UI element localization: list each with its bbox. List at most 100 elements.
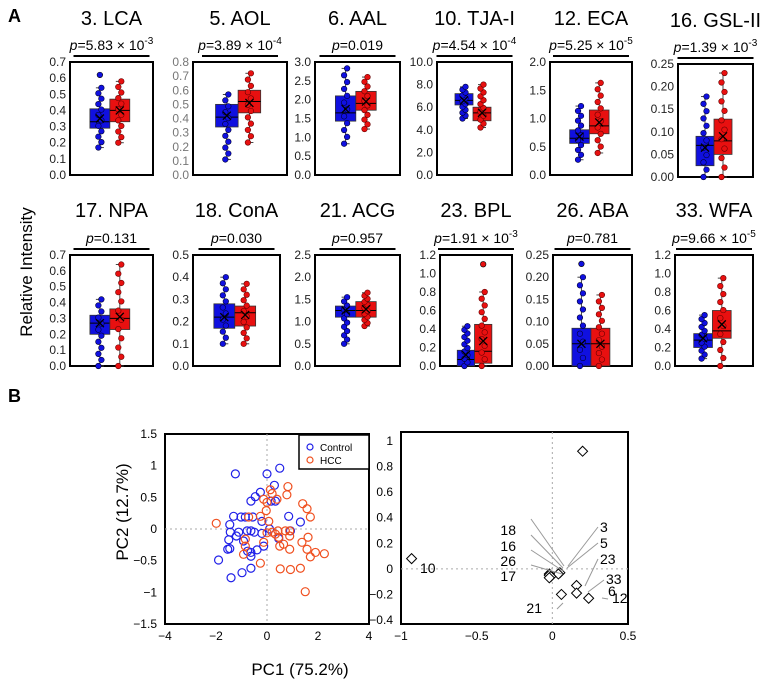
data-point	[115, 362, 122, 370]
data-point	[579, 322, 587, 329]
leader-line	[567, 526, 599, 567]
panel-label-a: A	[8, 6, 21, 26]
boxplot-panel: 26. ABA p=0.781 0.00 0.05 0.10 0.15 0.20 0.25	[526, 200, 633, 373]
plot-title: 21. ACG	[320, 200, 396, 222]
p-label: p	[331, 37, 340, 53]
p-number: =5.25 × 10	[557, 37, 624, 53]
data-point	[576, 362, 584, 370]
p-exponent: -3	[144, 36, 153, 47]
y-tick-label: 0	[386, 562, 393, 576]
mean-marker	[700, 143, 710, 153]
leader-line	[566, 542, 599, 569]
score-point-control	[275, 463, 285, 473]
score-point-hcc	[244, 512, 254, 522]
y-tick-label: 0.10	[526, 315, 550, 329]
loading-point	[543, 572, 556, 584]
data-point	[115, 289, 122, 296]
p-label: p	[69, 37, 78, 53]
data-point	[344, 133, 351, 140]
y-tick-label: 0.2	[172, 315, 189, 329]
plot-frame	[314, 61, 401, 176]
data-point	[576, 314, 584, 321]
data-point	[717, 330, 724, 338]
y-tick-label: 0.0	[294, 359, 311, 373]
mean-marker	[718, 131, 728, 141]
data-point	[244, 76, 251, 83]
x-tick-label: −1	[394, 629, 408, 643]
score-point-control	[226, 573, 236, 583]
y-tick-label: 0.00	[651, 170, 675, 184]
loading-label: 10	[420, 560, 436, 576]
data-point	[361, 88, 368, 95]
data-point	[594, 149, 601, 157]
y-tick-label: 1	[386, 434, 393, 448]
score-point-hcc	[285, 531, 295, 541]
data-point	[574, 127, 582, 134]
y-tick-label: 0.5	[172, 248, 189, 262]
mean-marker	[115, 105, 125, 115]
data-point	[579, 354, 587, 362]
y-tick-label: 3.0	[294, 55, 311, 69]
mean-marker	[361, 304, 371, 314]
data-point	[219, 304, 226, 311]
data-point	[225, 150, 232, 157]
p-value: p=0.030	[210, 230, 262, 246]
data-point	[703, 137, 710, 144]
y-tick-label: 0.25	[526, 248, 550, 262]
data-point	[721, 69, 728, 77]
p-value: p=1.39 × 10-3	[673, 38, 758, 55]
data-point	[243, 324, 250, 331]
loading-label: 21	[526, 600, 542, 616]
y-tick-label: 0.15	[526, 292, 550, 306]
data-point	[364, 121, 371, 128]
mean-marker	[341, 306, 351, 315]
data-point	[364, 73, 371, 81]
score-point-hcc	[267, 488, 277, 499]
y-tick-label: 0.7	[172, 69, 189, 83]
plot-title: 6. AAL	[328, 8, 387, 30]
y-tick-label: −0.2	[369, 587, 393, 601]
score-point-control	[230, 469, 240, 479]
data-point	[721, 145, 728, 152]
score-point-hcc	[303, 532, 313, 542]
data-point	[118, 122, 125, 130]
data-point	[598, 343, 606, 350]
mean-marker	[222, 111, 232, 121]
data-point	[595, 311, 603, 318]
p-number: =9.66 × 10	[680, 230, 747, 246]
plot-frame	[192, 61, 288, 176]
y-tick-label: 1	[150, 459, 157, 473]
data-point	[597, 92, 604, 99]
p-number: =1.91 × 10	[442, 230, 509, 246]
loading-label: 17	[500, 568, 516, 584]
data-point	[594, 111, 601, 118]
score-point-control	[295, 517, 306, 527]
data-point	[721, 107, 728, 114]
data-point	[98, 84, 105, 91]
data-point	[240, 340, 247, 347]
data-point	[700, 130, 707, 137]
loading-label: 23	[600, 551, 616, 567]
y-tick-label: 0.0	[529, 168, 546, 182]
boxplot-panel: 17. NPA p=0.131 0.0 0.1 0.2 0.30.4 0.5 0.6 0.7	[49, 200, 154, 373]
p-number: =0.131	[94, 230, 137, 246]
data-point	[243, 280, 250, 287]
data-point	[222, 298, 229, 305]
y-axis-label: Relative Intensity	[17, 207, 36, 337]
data-point	[344, 65, 351, 72]
data-point	[717, 346, 724, 354]
score-point-hcc	[273, 526, 283, 536]
plot-frame	[439, 254, 513, 367]
y-tick-label: 0.5	[49, 280, 66, 294]
boxplot-panel: 6. AAL p=0.019 0.0 0.5 1.0 1.5 2.0 2.5 3.0	[294, 8, 401, 182]
score-point-control	[246, 563, 256, 573]
data-point	[118, 298, 125, 305]
score-point-hcc	[211, 518, 221, 528]
mean-marker	[595, 339, 605, 349]
plot-frame	[436, 61, 513, 176]
data-point	[118, 279, 125, 287]
loading-plot-frame	[400, 431, 629, 625]
y-tick-label: 1.5	[529, 83, 546, 97]
y-tick-label: 1.0	[294, 130, 311, 144]
